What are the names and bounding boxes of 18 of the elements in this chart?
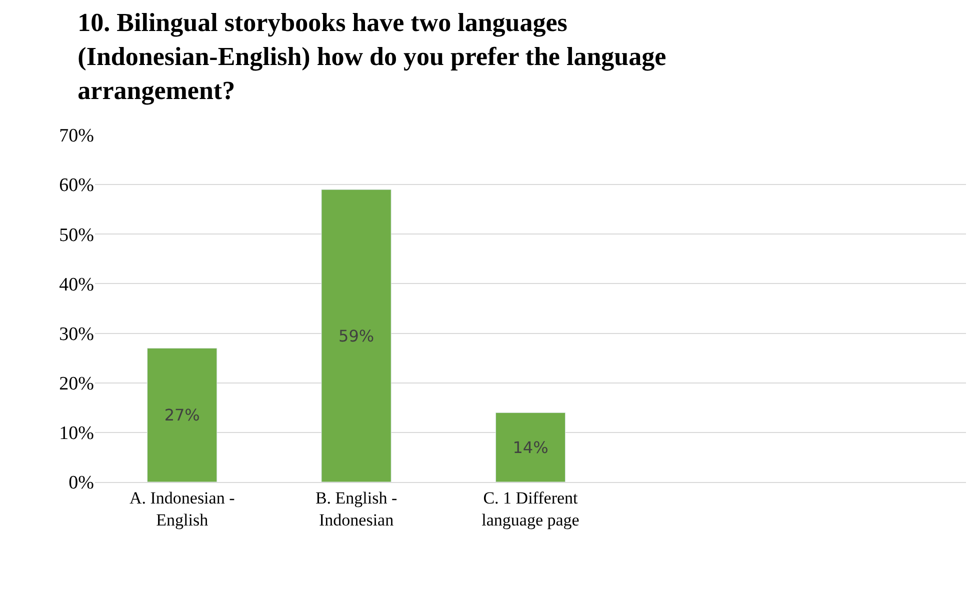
y-tick-label: 10% bbox=[59, 423, 94, 444]
x-tick-label: C. 1 Different language page bbox=[482, 488, 580, 530]
bar bbox=[321, 189, 392, 482]
bar bbox=[495, 412, 566, 482]
y-tick-label: 0% bbox=[68, 472, 94, 494]
x-tick-label: A. Indonesian - English bbox=[129, 488, 236, 530]
data-label: 59% bbox=[338, 326, 374, 346]
y-tick-label: 20% bbox=[59, 374, 94, 395]
x-tick-label: B. English - Indonesian bbox=[315, 488, 398, 530]
data-label: 27% bbox=[164, 406, 200, 425]
y-tick-label: 70% bbox=[59, 126, 94, 147]
y-tick-label: 50% bbox=[59, 224, 94, 246]
data-label: 14% bbox=[512, 438, 548, 457]
y-tick-label: 60% bbox=[59, 175, 94, 196]
chart-title: 10. Bilingual storybooks have two languages (Indonesian-English) how do you prefer the language arrangement? bbox=[78, 8, 666, 105]
y-tick-label: 30% bbox=[59, 324, 94, 345]
y-tick-label: 40% bbox=[59, 274, 94, 296]
bar bbox=[147, 348, 218, 482]
